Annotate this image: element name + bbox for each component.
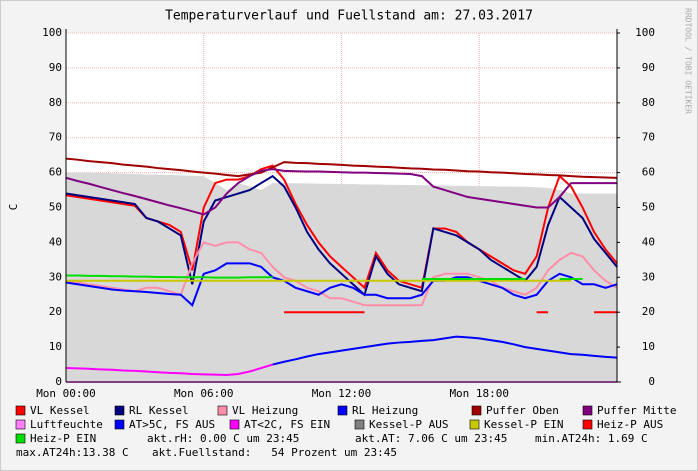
watermark: RRDTOOL / TOBI OETIKER: [684, 8, 693, 114]
line: [65, 168, 617, 216]
y-tick-label: 60: [49, 166, 62, 179]
legend-swatch: [15, 405, 26, 416]
y-tick-label: 20: [49, 305, 62, 318]
legend-label: Luftfeuchte: [30, 418, 103, 431]
legend-label: RL Kessel: [129, 404, 189, 417]
x-tick-label: Mon 12:00: [312, 387, 372, 400]
legend-swatch: [15, 433, 26, 444]
y2-tick-label: 0: [648, 375, 655, 388]
info-text: max.AT24h:13.38 C: [16, 446, 129, 459]
x-tick-label: Mon 18:00: [449, 387, 509, 400]
legend-swatch: [217, 405, 228, 416]
x-tick-label: Mon 00:00: [36, 387, 96, 400]
y-tick-label: 80: [49, 96, 62, 109]
y-tick-label: 70: [49, 131, 62, 144]
info-text: akt.rH: 0.00 C um 23:45: [147, 432, 299, 445]
info-text: min.AT24h: 1.69 C: [535, 432, 648, 445]
line: [66, 274, 583, 281]
line: [65, 363, 273, 377]
y-tick-label: 30: [49, 270, 62, 283]
y2-tick-label: 40: [642, 235, 655, 248]
y-tick-label: 40: [49, 235, 62, 248]
legend-label: Heiz-P AUS: [597, 418, 663, 431]
legend-swatch: [582, 405, 593, 416]
y-tick-label: 100: [42, 26, 62, 39]
legend-swatch: [469, 419, 480, 430]
legend-label: RL Heizung: [352, 404, 418, 417]
y-axis-label: C: [7, 204, 20, 211]
legend-label: Kessel-P AUS: [369, 418, 448, 431]
legend-label: Heiz-P EIN: [30, 432, 96, 445]
line: [65, 241, 618, 307]
legend-swatch: [337, 405, 348, 416]
line: [65, 157, 618, 179]
y2-tick-label: 70: [642, 131, 655, 144]
y2-tick-label: 10: [642, 340, 655, 353]
y-tick-label: 50: [49, 201, 62, 214]
y2-tick-label: 90: [642, 61, 655, 74]
y-tick-label: 0: [55, 375, 62, 388]
chart-title: Temperaturverlauf und Fuellstand am: 27.…: [165, 9, 533, 24]
line: [65, 262, 618, 307]
legend-swatch: [114, 419, 125, 430]
y2-tick-label: 60: [642, 166, 655, 179]
legend-swatch: [471, 405, 482, 416]
legend-label: Puffer Oben: [486, 404, 559, 417]
y2-tick-label: 100: [635, 26, 655, 39]
legend-swatch: [229, 419, 240, 430]
legend-swatch: [15, 419, 26, 430]
info-text: akt.AT: 7.06 C um 23:45: [355, 432, 507, 445]
legend-swatch: [114, 405, 125, 416]
legend-label: AT>5C, FS AUS: [129, 418, 215, 431]
info-text: akt.Fuellstand: 54 Prozent um 23:45: [152, 446, 397, 459]
legend-label: VL Heizung: [232, 404, 298, 417]
legend-swatch: [582, 419, 593, 430]
legend-label: Puffer Mitte: [597, 404, 676, 417]
legend-label: Kessel-P EIN: [484, 418, 563, 431]
legend-swatch: [354, 419, 365, 430]
y-tick-label: 10: [49, 340, 62, 353]
y2-tick-label: 20: [642, 305, 655, 318]
x-tick-label: Mon 06:00: [174, 387, 234, 400]
legend-label: AT<2C, FS EIN: [244, 418, 330, 431]
legend-label: VL Kessel: [30, 404, 90, 417]
line: [272, 335, 618, 366]
y2-tick-label: 80: [642, 96, 655, 109]
y2-tick-label: 50: [642, 201, 655, 214]
y2-tick-label: 30: [642, 270, 655, 283]
y-tick-label: 90: [49, 61, 62, 74]
